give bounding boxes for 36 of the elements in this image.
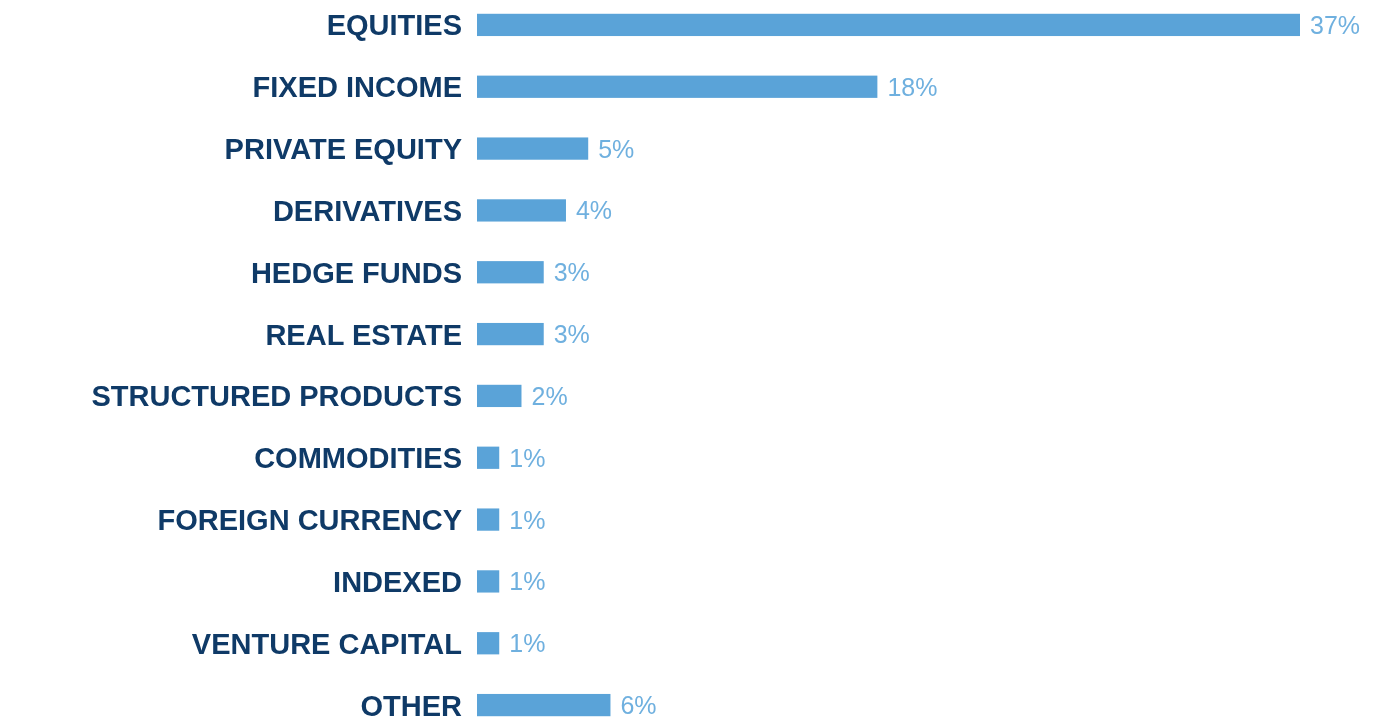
data-label: 1% bbox=[509, 567, 546, 596]
y-tick-label: VENTURE CAPITAL bbox=[191, 627, 462, 660]
bar bbox=[477, 446, 500, 469]
y-tick-label: OTHER bbox=[360, 689, 463, 720]
bar bbox=[477, 570, 500, 593]
bar bbox=[477, 13, 1300, 37]
data-label: 1% bbox=[509, 629, 546, 658]
bar bbox=[477, 261, 544, 284]
y-tick-label: INDEXED bbox=[333, 565, 462, 598]
y-tick-label: DERIVATIVES bbox=[272, 194, 462, 227]
data-label: 37% bbox=[1310, 10, 1361, 39]
data-label: 4% bbox=[575, 196, 613, 225]
data-label: 5% bbox=[598, 134, 635, 163]
y-tick-label: EQUITIES bbox=[326, 9, 462, 42]
bar bbox=[477, 508, 500, 531]
data-label: 6% bbox=[620, 691, 657, 720]
y-tick-label: STRUCTURED PRODUCTS bbox=[91, 380, 462, 413]
data-label: 2% bbox=[531, 381, 568, 410]
data-label: 1% bbox=[509, 443, 546, 472]
data-label: 3% bbox=[553, 258, 590, 287]
y-tick-label: COMMODITIES bbox=[254, 442, 462, 475]
data-label: 3% bbox=[553, 320, 590, 349]
y-tick-label: FOREIGN CURRENCY bbox=[157, 504, 462, 537]
data-label: 18% bbox=[887, 72, 938, 101]
y-tick-label: FIXED INCOME bbox=[252, 71, 462, 104]
bar bbox=[477, 632, 500, 655]
bar bbox=[477, 137, 589, 160]
bar bbox=[477, 75, 878, 98]
y-tick-label: REAL ESTATE bbox=[265, 318, 462, 351]
y-tick-label: PRIVATE EQUITY bbox=[224, 133, 462, 166]
y-tick-label: HEDGE FUNDS bbox=[250, 256, 462, 289]
data-label: 1% bbox=[509, 505, 546, 534]
bar bbox=[477, 693, 611, 717]
bar bbox=[477, 322, 544, 346]
bar bbox=[477, 199, 566, 222]
bar bbox=[477, 384, 522, 408]
